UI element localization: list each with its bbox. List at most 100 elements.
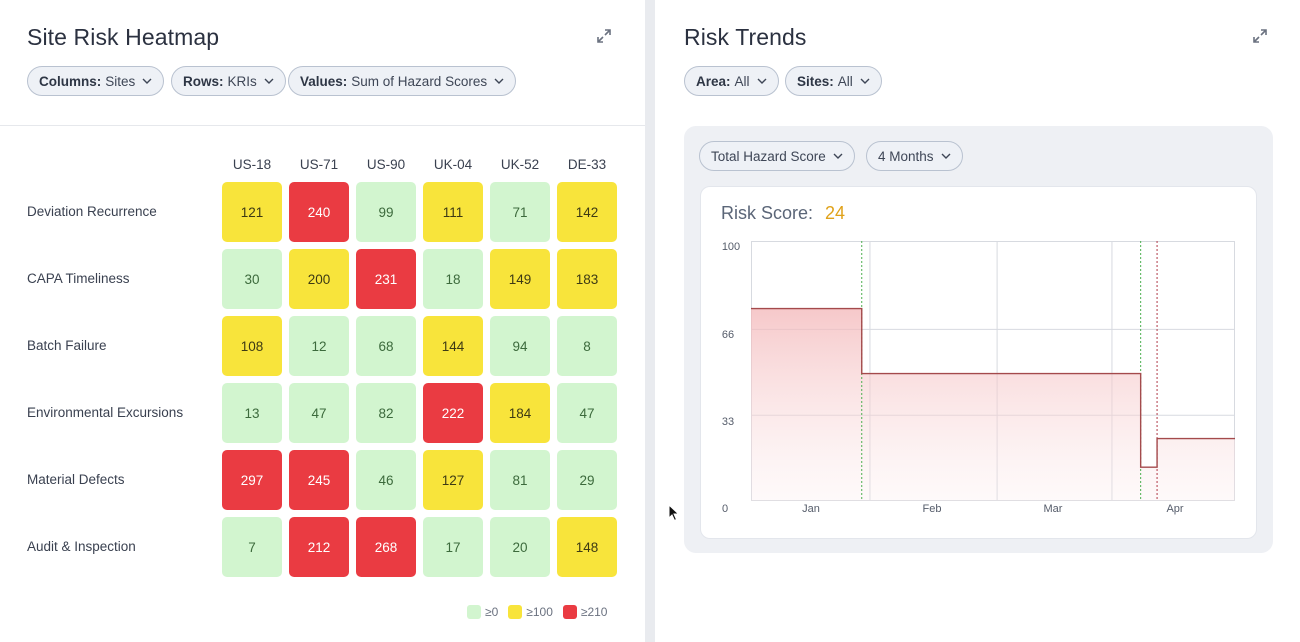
heatmap-cell[interactable]: 82 — [356, 383, 416, 443]
row-label: Deviation Recurrence — [27, 204, 157, 219]
rows-filter[interactable]: Rows: KRIs — [171, 66, 286, 96]
heatmap-cell[interactable]: 184 — [490, 383, 550, 443]
heatmap-cell[interactable]: 47 — [557, 383, 617, 443]
legend-label-low: ≥0 — [485, 605, 499, 619]
values-filter[interactable]: Values: Sum of Hazard Scores — [288, 66, 517, 96]
heatmap-cell[interactable]: 127 — [423, 450, 483, 510]
heatmap-cell[interactable]: 148 — [557, 517, 617, 577]
area-filter-value: All — [734, 73, 750, 89]
heatmap-cell[interactable]: 297 — [222, 450, 282, 510]
heatmap-cell[interactable]: 144 — [423, 316, 483, 376]
heatmap-cell[interactable]: 81 — [490, 450, 550, 510]
heatmap-title: Site Risk Heatmap — [27, 24, 220, 50]
chevron-down-icon — [264, 78, 274, 84]
rows-filter-key: Rows: — [183, 73, 224, 89]
heatmap-cell[interactable]: 111 — [423, 182, 483, 242]
mouse-cursor-icon — [668, 504, 680, 522]
row-label: Environmental Excursions — [27, 405, 184, 420]
legend-swatch-mid — [508, 605, 523, 619]
y-tick: 100 — [721, 241, 741, 253]
columns-filter-key: Columns: — [39, 73, 102, 89]
values-filter-value: Sum of Hazard Scores — [351, 73, 488, 89]
x-tick: Feb — [922, 503, 942, 515]
heatmap-cell[interactable]: 240 — [289, 182, 349, 242]
heatmap-cell[interactable]: 71 — [490, 182, 550, 242]
column-header: UK-04 — [433, 157, 473, 172]
heatmap-cell[interactable]: 20 — [490, 517, 550, 577]
column-header: DE-33 — [567, 157, 607, 172]
row-label: Batch Failure — [27, 338, 107, 353]
column-header: UK-52 — [500, 157, 540, 172]
x-tick: Apr — [1166, 503, 1184, 515]
heatmap-cell[interactable]: 47 — [289, 383, 349, 443]
x-tick: Jan — [802, 503, 820, 515]
chevron-down-icon — [941, 153, 951, 159]
column-header: US-90 — [366, 157, 406, 172]
divider — [0, 125, 645, 126]
heatmap-cell[interactable]: 17 — [423, 517, 483, 577]
y-tick: 0 — [721, 503, 729, 515]
chevron-down-icon — [494, 78, 504, 84]
y-tick: 33 — [721, 416, 735, 428]
heatmap-cell[interactable]: 245 — [289, 450, 349, 510]
heatmap-cell[interactable]: 29 — [557, 450, 617, 510]
columns-filter-value: Sites — [105, 73, 136, 89]
x-tick: Mar — [1043, 503, 1063, 515]
heatmap-cell[interactable]: 12 — [289, 316, 349, 376]
legend-label-high: ≥210 — [580, 605, 608, 619]
sites-filter-value: All — [837, 73, 853, 89]
heatmap-cell[interactable]: 149 — [490, 249, 550, 309]
heatmap-cell[interactable]: 222 — [423, 383, 483, 443]
row-label: CAPA Timeliness — [27, 271, 130, 286]
legend-item-mid: ≥100 — [508, 605, 553, 619]
row-label: Material Defects — [27, 472, 125, 487]
legend-label-mid: ≥100 — [526, 605, 553, 619]
sites-filter[interactable]: Sites: All — [785, 66, 882, 96]
chevron-down-icon — [833, 153, 843, 159]
values-filter-key: Values: — [300, 73, 348, 89]
period-select[interactable]: 4 Months — [866, 141, 963, 171]
chevron-down-icon — [860, 78, 870, 84]
sites-filter-key: Sites: — [797, 73, 834, 89]
expand-icon[interactable] — [596, 28, 612, 44]
expand-icon[interactable] — [1252, 28, 1268, 44]
risk-trend-chart — [751, 241, 1235, 501]
period-select-value: 4 Months — [878, 148, 934, 164]
metric-select[interactable]: Total Hazard Score — [699, 141, 855, 171]
heatmap-cell[interactable]: 212 — [289, 517, 349, 577]
risk-score-value: 24 — [825, 203, 846, 223]
heatmap-panel: Site Risk Heatmap Columns: Sites Rows: K… — [0, 0, 645, 642]
area-filter-key: Area: — [696, 73, 731, 89]
heatmap-cell[interactable]: 142 — [557, 182, 617, 242]
heatmap-cell[interactable]: 108 — [222, 316, 282, 376]
heatmap-cell[interactable]: 30 — [222, 249, 282, 309]
rows-filter-value: KRIs — [227, 73, 257, 89]
legend-item-low: ≥0 — [467, 605, 498, 619]
heatmap-cell[interactable]: 7 — [222, 517, 282, 577]
heatmap-legend: ≥0 ≥100 ≥210 — [467, 605, 617, 619]
chevron-down-icon — [142, 78, 152, 84]
series-line — [751, 307, 1235, 468]
area-filter[interactable]: Area: All — [684, 66, 779, 96]
row-label: Audit & Inspection — [27, 539, 136, 554]
heatmap-cell[interactable]: 99 — [356, 182, 416, 242]
heatmap-cell[interactable]: 13 — [222, 383, 282, 443]
legend-swatch-high — [562, 605, 577, 619]
heatmap-cell[interactable]: 46 — [356, 450, 416, 510]
heatmap-cell[interactable]: 121 — [222, 182, 282, 242]
heatmap-cell[interactable]: 68 — [356, 316, 416, 376]
column-header: US-18 — [232, 157, 272, 172]
area-fill — [751, 308, 1235, 501]
heatmap-cell[interactable]: 268 — [356, 517, 416, 577]
heatmap-cell[interactable]: 8 — [557, 316, 617, 376]
heatmap-cell[interactable]: 231 — [356, 249, 416, 309]
legend-swatch-low — [467, 605, 481, 619]
heatmap-cell[interactable]: 18 — [423, 249, 483, 309]
chevron-down-icon — [757, 78, 767, 84]
heatmap-cell[interactable]: 183 — [557, 249, 617, 309]
y-tick: 66 — [721, 329, 735, 341]
legend-item-high: ≥210 — [562, 605, 608, 619]
columns-filter[interactable]: Columns: Sites — [27, 66, 165, 96]
heatmap-cell[interactable]: 200 — [289, 249, 349, 309]
heatmap-cell[interactable]: 94 — [490, 316, 550, 376]
